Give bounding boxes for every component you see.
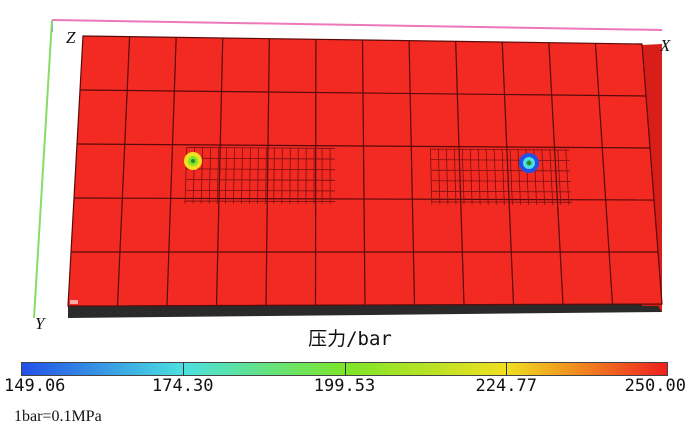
mesh-line: [257, 147, 259, 204]
colorbar-tick-label: 149.06: [4, 376, 66, 396]
mesh-line: [455, 41, 465, 305]
mesh-line: [265, 38, 270, 306]
mesh-line: [594, 43, 614, 305]
mesh-line: [216, 147, 219, 204]
mesh-line: [361, 39, 366, 306]
mesh-line: [557, 149, 562, 205]
mesh-line: [186, 168, 335, 171]
x-axis-label: X: [660, 36, 671, 55]
well-marker-production[interactable]: [519, 153, 539, 173]
y-axis-label: Y: [35, 314, 45, 333]
colorbar-tick: [182, 362, 184, 376]
mesh-line: [265, 147, 267, 205]
colorbar-tick-label: 224.77: [475, 376, 537, 396]
mesh-line: [461, 149, 465, 205]
mesh-line: [431, 180, 571, 182]
y-axis-line: [33, 19, 53, 319]
mesh-line: [241, 147, 243, 204]
mesh-line: [430, 169, 571, 172]
mesh-line: [485, 149, 489, 205]
mesh-line: [565, 150, 570, 205]
refined-mesh-zone-right: [430, 148, 572, 205]
mesh-line: [541, 149, 546, 205]
mesh-line: [200, 147, 204, 204]
mesh-line: [215, 37, 224, 306]
mesh-line: [517, 149, 521, 205]
colorbar-tick: [344, 362, 346, 376]
mesh-line: [186, 147, 335, 149]
mesh-line: [548, 42, 564, 305]
mesh-line: [431, 190, 572, 193]
mesh-line: [79, 89, 647, 97]
mesh-line: [249, 147, 251, 204]
mesh-line: [501, 41, 515, 305]
well-marker-injection[interactable]: [184, 152, 202, 170]
model-viewport[interactable]: [0, 0, 700, 340]
mesh-line: [493, 149, 497, 205]
mesh-line: [453, 149, 457, 205]
mesh-line: [232, 147, 235, 204]
mesh-line: [430, 159, 570, 161]
mesh-line: [73, 197, 655, 201]
mesh-line: [430, 149, 433, 205]
corner-marker: [70, 300, 78, 304]
colorbar-tick-label: 250.00: [624, 376, 686, 396]
mesh-line: [469, 149, 473, 205]
mesh-line: [185, 179, 335, 181]
colorbar-tick: [506, 362, 508, 376]
slab-side: [68, 304, 662, 318]
z-axis-label: Z: [66, 28, 76, 47]
colorbar-tick-label: 199.53: [313, 376, 376, 396]
mesh-line: [509, 149, 513, 205]
mesh-line: [408, 40, 416, 305]
mesh-line: [549, 149, 554, 205]
colorbar-tick-label: 174.30: [152, 376, 214, 396]
mesh-line: [273, 148, 275, 205]
mesh-line: [76, 143, 651, 149]
mesh-line: [224, 147, 227, 204]
mesh-line: [445, 149, 449, 205]
mesh-line: [116, 36, 131, 306]
field-title: 压力/bar: [308, 328, 392, 350]
mesh-line: [437, 149, 441, 205]
mesh-line: [208, 147, 212, 204]
mesh-line: [430, 148, 569, 151]
mesh-line: [281, 148, 283, 205]
mesh-line: [185, 189, 335, 192]
coarse-grid: [71, 36, 658, 306]
mesh-line: [477, 149, 481, 205]
x-axis-line: [51, 19, 663, 31]
unit-note: 1bar=0.1MPa: [14, 408, 102, 425]
mesh-line: [186, 157, 335, 160]
mesh-line: [166, 37, 177, 306]
mesh-line: [501, 149, 505, 205]
